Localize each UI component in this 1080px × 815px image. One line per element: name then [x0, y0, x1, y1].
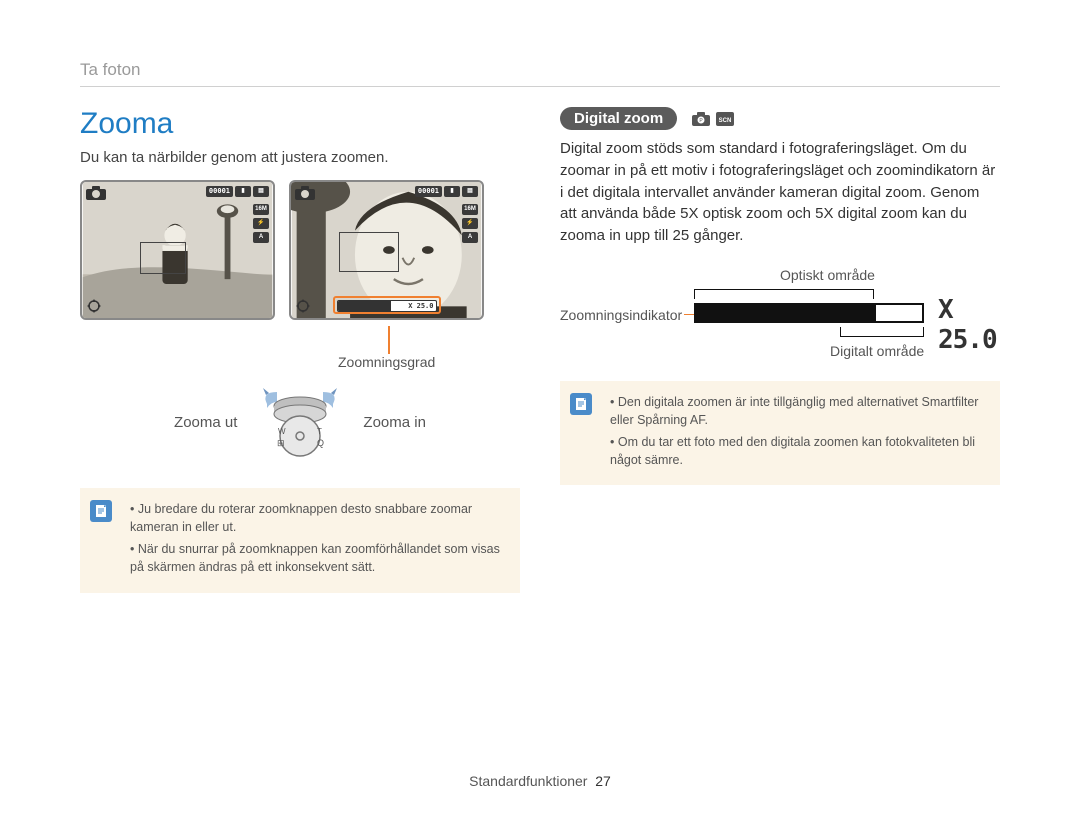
- card-icon: ▤: [253, 186, 269, 197]
- svg-text:T: T: [317, 427, 322, 436]
- note-icon: [570, 393, 592, 415]
- indicator-label: Zoomningsindikator: [560, 307, 682, 323]
- counter-chip: 00001: [206, 186, 233, 197]
- note-box-right: Den digitala zoomen är inte tillgänglig …: [560, 381, 1000, 486]
- camera-icon: [295, 186, 315, 200]
- svg-text:Q: Q: [317, 438, 324, 448]
- body-text: Digital zoom stöds som standard i fotogr…: [560, 138, 1000, 247]
- note-item: Om du tar ett foto med den digitala zoom…: [610, 433, 986, 469]
- stabilizer-icon: [86, 298, 102, 314]
- zoomgrad-label: Zoomningsgrad: [338, 354, 435, 370]
- note-box-left: Ju bredare du roterar zoomknappen desto …: [80, 488, 520, 593]
- connector-line: [388, 326, 390, 354]
- counter-chip: 00001: [415, 186, 442, 197]
- zoom-out-label: Zooma ut: [174, 414, 237, 431]
- connector-line: [684, 314, 694, 316]
- scene-mode-icon: SCN: [716, 112, 734, 126]
- af-box: [339, 232, 399, 272]
- note-item: Den digitala zoomen är inte tillgänglig …: [610, 393, 986, 429]
- page-footer: Standardfunktioner 27: [0, 773, 1080, 789]
- zoom-knob-row: Zooma ut W T ⊞ Q Zooma in: [80, 386, 520, 458]
- mode-chip: A: [253, 232, 269, 243]
- breadcrumb: Ta foton: [80, 60, 1000, 87]
- note-item: Ju bredare du roterar zoomknappen desto …: [130, 500, 506, 536]
- svg-text:⊞: ⊞: [277, 438, 285, 448]
- digital-range-label: Digitalt område: [830, 343, 924, 359]
- indicator-bar: [694, 303, 924, 323]
- page-title: Zooma: [80, 107, 520, 141]
- note-icon: [90, 500, 112, 522]
- size-icon: 16M: [253, 204, 269, 215]
- indicator-value: X 25.0: [938, 295, 1000, 355]
- stabilizer-icon: [295, 298, 311, 314]
- size-icon: 16M: [462, 204, 478, 215]
- right-column: Digital zoom P SCN Digital zoom stöds so…: [560, 107, 1000, 593]
- left-column: Zooma Du kan ta närbilder genom att just…: [80, 107, 520, 593]
- digital-zoom-pill: Digital zoom: [560, 107, 677, 130]
- card-icon: ▤: [462, 186, 478, 197]
- flash-icon: ⚡: [253, 218, 269, 229]
- screenshot-row: 00001 ▮ ▤ 16M ⚡ A: [80, 180, 520, 320]
- mode-icons: P SCN: [692, 112, 734, 126]
- zoom-in-label: Zooma in: [363, 414, 426, 431]
- note-item: När du snurrar på zoomknappen kan zoomfö…: [130, 540, 506, 576]
- camera-icon: [86, 186, 106, 200]
- mode-chip: A: [462, 232, 478, 243]
- battery-icon: ▮: [235, 186, 251, 197]
- footer-section: Standardfunktioner: [469, 773, 587, 789]
- lead-text: Du kan ta närbilder genom att justera zo…: [80, 149, 520, 166]
- camera-mode-icon: P: [692, 112, 710, 126]
- footer-page-number: 27: [595, 773, 611, 789]
- camera-screen-wide: 00001 ▮ ▤ 16M ⚡ A: [80, 180, 275, 320]
- flash-icon: ⚡: [462, 218, 478, 229]
- af-box: [140, 242, 186, 274]
- optical-range-label: Optiskt område: [780, 267, 875, 283]
- svg-text:SCN: SCN: [718, 118, 731, 124]
- camera-screen-zoomed: 00001 ▮ ▤ 16M ⚡ A X 25.0: [289, 180, 484, 320]
- zoom-highlight-box: [333, 296, 441, 314]
- svg-text:W: W: [278, 427, 286, 436]
- battery-icon: ▮: [444, 186, 460, 197]
- zoom-knob-illustration: W T ⊞ Q: [255, 386, 345, 458]
- zoom-indicator-diagram: Optiskt område Zoomningsindikator X 25.0…: [560, 267, 1000, 367]
